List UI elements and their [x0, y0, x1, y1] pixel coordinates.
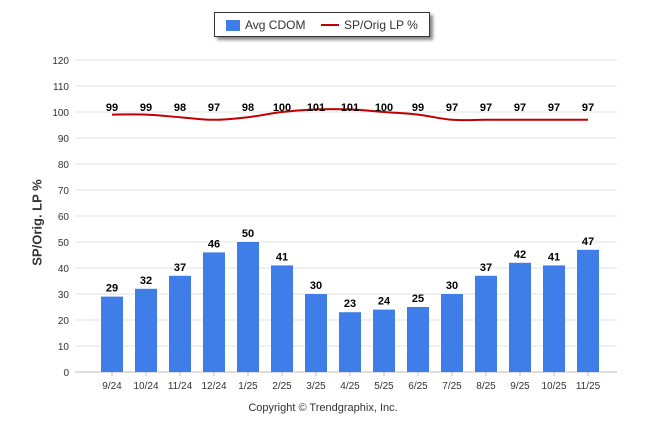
y-tick-label: 80	[58, 160, 70, 171]
y-tick-label: 50	[58, 238, 70, 249]
y-tick-label: 70	[58, 186, 70, 197]
line-data-label: 99	[106, 102, 118, 114]
x-tick-label: 12/24	[201, 381, 226, 392]
x-tick-label: 8/25	[476, 381, 496, 392]
bar-data-label: 24	[378, 296, 391, 308]
y-tick-label: 110	[53, 82, 69, 93]
bar-data-label: 32	[140, 275, 152, 287]
bar	[203, 252, 225, 372]
legend-item-avg-cdom[interactable]: Avg CDOM	[226, 18, 305, 32]
legend: Avg CDOM SP/Orig LP %	[214, 12, 430, 37]
line-data-label: 97	[208, 102, 220, 114]
bar	[441, 294, 463, 372]
x-tick-label: 9/25	[510, 381, 530, 392]
y-tick-label: 30	[58, 290, 70, 301]
bar	[475, 275, 497, 372]
x-tick-label: 3/25	[306, 381, 326, 392]
bar-data-label: 30	[310, 280, 322, 292]
bar-data-label: 50	[242, 228, 254, 240]
legend-label-avg-cdom: Avg CDOM	[245, 18, 306, 32]
bar	[509, 262, 531, 372]
bar-data-label: 23	[344, 298, 356, 310]
bar-data-label: 41	[276, 251, 288, 263]
line-data-label: 98	[242, 102, 254, 114]
x-tick-label: 9/24	[102, 381, 122, 392]
line-data-label: 97	[514, 102, 526, 114]
line-data-label: 99	[140, 102, 152, 114]
y-tick-label: 40	[58, 264, 70, 275]
line-data-label: 99	[412, 102, 424, 114]
y-axis-label: SP/Orig. LP %	[29, 179, 45, 266]
line-data-label: 98	[174, 102, 186, 114]
bar-data-label: 37	[480, 262, 492, 274]
line-data-label: 97	[548, 102, 560, 114]
bar	[407, 307, 429, 372]
bar	[339, 312, 361, 372]
bar	[271, 265, 293, 372]
line-data-label: 101	[307, 102, 325, 114]
x-tick-label: 10/25	[541, 381, 566, 392]
y-tick-label: 10	[58, 342, 70, 353]
line-data-label: 101	[341, 102, 359, 114]
y-tick-label: 90	[58, 134, 70, 145]
bar-data-label: 29	[106, 283, 118, 295]
copyright-text: Copyright © Trendgraphix, Inc.	[248, 402, 398, 414]
x-tick-label: 4/25	[340, 381, 360, 392]
x-tick-label: 5/25	[374, 381, 394, 392]
bar	[543, 265, 565, 372]
bar-data-label: 47	[582, 236, 594, 248]
bar	[169, 275, 191, 372]
legend-label-sp-orig-lp: SP/Orig LP %	[344, 18, 418, 32]
line-data-label: 97	[446, 102, 458, 114]
x-tick-label: 10/24	[133, 381, 158, 392]
y-tick-label: 60	[58, 212, 70, 223]
legend-swatch-bar	[226, 19, 240, 31]
bar-data-label: 42	[514, 249, 526, 261]
line-data-label: 97	[480, 102, 492, 114]
y-tick-label: 100	[52, 108, 69, 119]
bar	[101, 296, 123, 372]
x-tick-label: 11/25	[576, 381, 601, 392]
bar-data-label: 25	[412, 293, 424, 305]
bar	[373, 309, 395, 372]
x-tick-label: 6/25	[408, 381, 428, 392]
line-data-label: 100	[375, 102, 393, 114]
bar	[577, 249, 599, 372]
x-tick-label: 2/25	[272, 381, 292, 392]
bar	[305, 294, 327, 372]
x-tick-label: 7/25	[442, 381, 462, 392]
x-tick-label: 11/24	[168, 381, 193, 392]
legend-item-sp-orig-lp[interactable]: SP/Orig LP %	[321, 18, 418, 32]
line-data-label: 100	[273, 102, 291, 114]
bar-data-label: 30	[446, 280, 458, 292]
legend-swatch-line	[321, 24, 339, 26]
line-data-label: 97	[582, 102, 594, 114]
bar-data-label: 37	[174, 262, 186, 274]
x-tick-label: 1/25	[238, 381, 258, 392]
y-tick-label: 120	[52, 56, 69, 67]
bar	[237, 242, 259, 372]
bar	[135, 288, 157, 372]
bar-data-label: 41	[548, 251, 560, 263]
y-tick-label: 0	[63, 368, 69, 379]
y-tick-label: 20	[58, 316, 70, 327]
bar-data-label: 46	[208, 238, 220, 250]
sp-orig-lp-line	[111, 108, 588, 122]
